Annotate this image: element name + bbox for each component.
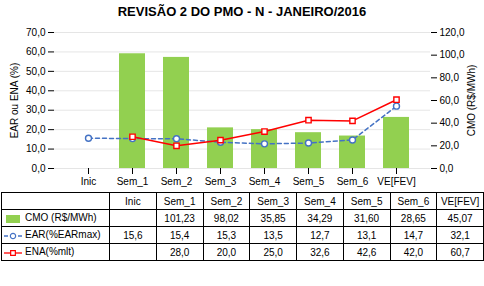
html-text:EAR(%EARmax): EAR(%EARmax) bbox=[25, 229, 101, 241]
svg-text:Sem_3: Sem_3 bbox=[205, 176, 237, 187]
html-text:12,7: 12,7 bbox=[310, 229, 330, 241]
html-text:34,29: 34,29 bbox=[307, 212, 333, 224]
svg-text:CMO (R$/MWh): CMO (R$/MWh) bbox=[466, 65, 477, 137]
svg-text:Sem_4: Sem_4 bbox=[249, 176, 281, 187]
svg-text:Sem_1: Sem_1 bbox=[117, 176, 149, 187]
html-text:42,0: 42,0 bbox=[403, 246, 424, 258]
html-text:15,6: 15,6 bbox=[123, 229, 143, 241]
svg-text:VE[FEV]: VE[FEV] bbox=[377, 176, 416, 187]
html-text:101,23: 101,23 bbox=[164, 212, 195, 224]
html-text:VE[FEV]: VE[FEV] bbox=[440, 195, 480, 207]
html-text:Inic: Inic bbox=[125, 195, 141, 207]
svg-text:40,0: 40,0 bbox=[26, 85, 46, 96]
html-text:REVISÃO 2 DO PMO - N - JANEIRO: REVISÃO 2 DO PMO - N - JANEIRO/2016 bbox=[117, 4, 367, 19]
svg-text:0,0: 0,0 bbox=[440, 163, 454, 174]
svg-text:Sem_6: Sem_6 bbox=[337, 176, 369, 187]
html-text:Sem_2: Sem_2 bbox=[210, 195, 243, 207]
html-text:Sem_3: Sem_3 bbox=[257, 195, 289, 207]
svg-text:Sem_2: Sem_2 bbox=[161, 176, 193, 187]
html-text:32,1: 32,1 bbox=[450, 229, 470, 241]
svg-text:10,0: 10,0 bbox=[26, 143, 46, 154]
svg-text:20,0: 20,0 bbox=[440, 140, 460, 151]
html-text:98,02: 98,02 bbox=[213, 212, 239, 224]
html-text:31,60: 31,60 bbox=[354, 212, 380, 224]
svg-text:40,0: 40,0 bbox=[440, 117, 460, 128]
html-text:15,4: 15,4 bbox=[169, 229, 190, 241]
html-text:Sem_4: Sem_4 bbox=[304, 195, 336, 207]
html-text:45,07: 45,07 bbox=[447, 212, 473, 224]
html-text:Sem_1: Sem_1 bbox=[163, 195, 196, 207]
html-text:13,1: 13,1 bbox=[356, 229, 377, 241]
svg-text:EAR ou ENA (%): EAR ou ENA (%) bbox=[9, 63, 20, 139]
svg-text:100,0: 100,0 bbox=[440, 49, 465, 60]
html-text:Sem_5: Sem_5 bbox=[350, 195, 383, 207]
svg-text:60,0: 60,0 bbox=[26, 46, 46, 57]
html-text:60,7: 60,7 bbox=[450, 246, 470, 258]
svg-text:70,0: 70,0 bbox=[26, 27, 46, 38]
html-text:14,7: 14,7 bbox=[403, 229, 424, 241]
html-text:15,3: 15,3 bbox=[216, 229, 237, 241]
html-text:32,6: 32,6 bbox=[310, 246, 330, 258]
svg-text:Sem_5: Sem_5 bbox=[293, 176, 325, 187]
html-text:Sem_6: Sem_6 bbox=[397, 195, 430, 207]
svg-text:20,0: 20,0 bbox=[26, 124, 46, 135]
html-text:ENA(%mlt): ENA(%mlt) bbox=[25, 246, 75, 258]
html-text:28,0: 28,0 bbox=[169, 246, 190, 258]
svg-text:50,0: 50,0 bbox=[26, 66, 46, 77]
html-text:CMO (R$/MWh): CMO (R$/MWh) bbox=[25, 212, 97, 224]
svg-text:120,0: 120,0 bbox=[440, 27, 465, 38]
svg-text:0,0: 0,0 bbox=[32, 163, 46, 174]
html-text:13,5: 13,5 bbox=[263, 229, 283, 241]
svg-text:60,0: 60,0 bbox=[440, 95, 460, 106]
svg-text:80,0: 80,0 bbox=[440, 72, 460, 83]
html-text:42,6: 42,6 bbox=[356, 246, 377, 258]
html-text:35,85: 35,85 bbox=[260, 212, 286, 224]
svg-text:30,0: 30,0 bbox=[26, 104, 46, 115]
html-text:28,65: 28,65 bbox=[400, 212, 426, 224]
svg-text:Inic: Inic bbox=[81, 176, 97, 187]
html-text:20,0: 20,0 bbox=[216, 246, 237, 258]
html-text:25,0: 25,0 bbox=[263, 246, 283, 258]
